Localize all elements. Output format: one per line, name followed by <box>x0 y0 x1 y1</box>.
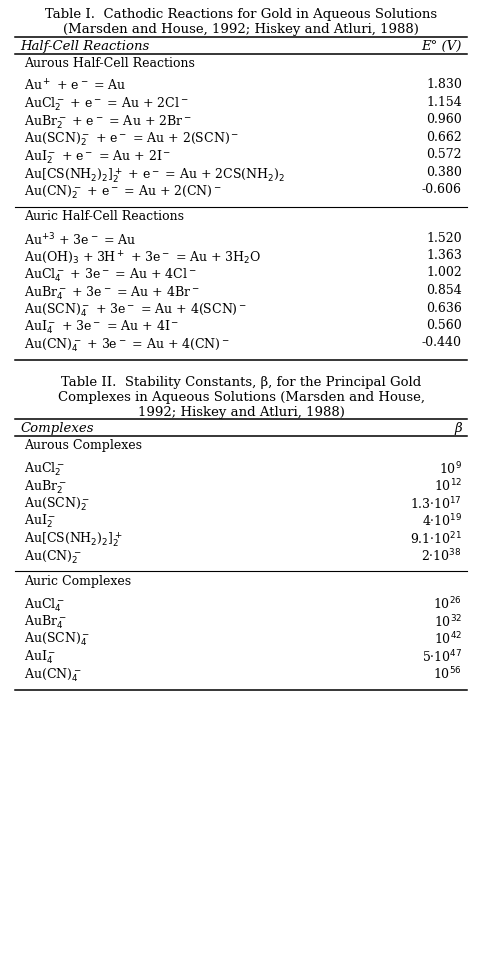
Text: Au(SCN)$_2^-$ + e$^-$ = Au + 2(SCN)$^-$: Au(SCN)$_2^-$ + e$^-$ = Au + 2(SCN)$^-$ <box>24 131 239 149</box>
Text: 10$^{56}$: 10$^{56}$ <box>433 666 462 683</box>
Text: 0.662: 0.662 <box>426 131 462 144</box>
Text: Au(CN)$_4^-$ + 3e$^-$ = Au + 4(CN)$^-$: Au(CN)$_4^-$ + 3e$^-$ = Au + 4(CN)$^-$ <box>24 336 230 354</box>
Text: AuCl$_2^-$: AuCl$_2^-$ <box>24 461 65 478</box>
Text: Auric Half-Cell Reactions: Auric Half-Cell Reactions <box>24 210 184 223</box>
Text: 0.572: 0.572 <box>427 149 462 162</box>
Text: AuBr$_4^-$ + 3e$^-$ = Au + 4Br$^-$: AuBr$_4^-$ + 3e$^-$ = Au + 4Br$^-$ <box>24 284 200 302</box>
Text: Complexes in Aqueous Solutions (Marsden and House,: Complexes in Aqueous Solutions (Marsden … <box>57 391 425 404</box>
Text: Au(CN)$_2^-$: Au(CN)$_2^-$ <box>24 548 81 565</box>
Text: Au$^{+3}$ + 3e$^-$ = Au: Au$^{+3}$ + 3e$^-$ = Au <box>24 231 136 248</box>
Text: -0.606: -0.606 <box>422 183 462 197</box>
Text: AuCl$_4^-$: AuCl$_4^-$ <box>24 596 65 613</box>
Text: 9.1·10$^{21}$: 9.1·10$^{21}$ <box>410 530 462 547</box>
Text: 4·10$^{19}$: 4·10$^{19}$ <box>422 513 462 529</box>
Text: Au(SCN)$_4^-$: Au(SCN)$_4^-$ <box>24 631 90 649</box>
Text: 1.363: 1.363 <box>426 249 462 262</box>
Text: Auric Complexes: Auric Complexes <box>24 574 131 587</box>
Text: 10$^{42}$: 10$^{42}$ <box>434 631 462 648</box>
Text: AuBr$_2^-$: AuBr$_2^-$ <box>24 478 67 496</box>
Text: Au(OH)$_3$ + 3H$^+$ + 3e$^-$ = Au + 3H$_2$O: Au(OH)$_3$ + 3H$^+$ + 3e$^-$ = Au + 3H$_… <box>24 249 261 266</box>
Text: 1.3·10$^{17}$: 1.3·10$^{17}$ <box>410 496 462 513</box>
Text: Au(SCN)$_4^-$ + 3e$^-$ = Au + 4(SCN)$^-$: Au(SCN)$_4^-$ + 3e$^-$ = Au + 4(SCN)$^-$ <box>24 302 247 319</box>
Text: Half-Cell Reactions: Half-Cell Reactions <box>20 40 149 53</box>
Text: AuCl$_4^-$ + 3e$^-$ = Au + 4Cl$^-$: AuCl$_4^-$ + 3e$^-$ = Au + 4Cl$^-$ <box>24 267 197 284</box>
Text: 0.636: 0.636 <box>426 302 462 315</box>
Text: 1.520: 1.520 <box>427 231 462 244</box>
Text: Table II.  Stability Constants, β, for the Principal Gold: Table II. Stability Constants, β, for th… <box>61 376 421 389</box>
Text: 0.560: 0.560 <box>426 319 462 332</box>
Text: Au[CS(NH$_2$)$_2$]$_2^+$: Au[CS(NH$_2$)$_2$]$_2^+$ <box>24 530 123 550</box>
Text: Au$^+$ + e$^-$ = Au: Au$^+$ + e$^-$ = Au <box>24 78 126 94</box>
Text: 1.002: 1.002 <box>426 267 462 279</box>
Text: AuI$_2^-$ + e$^-$ = Au + 2I$^-$: AuI$_2^-$ + e$^-$ = Au + 2I$^-$ <box>24 149 171 166</box>
Text: Au(CN)$_2^-$ + e$^-$ = Au + 2(CN)$^-$: Au(CN)$_2^-$ + e$^-$ = Au + 2(CN)$^-$ <box>24 183 222 201</box>
Text: AuI$_2^-$: AuI$_2^-$ <box>24 513 56 530</box>
Text: 1.830: 1.830 <box>426 78 462 91</box>
Text: 10$^{12}$: 10$^{12}$ <box>434 478 462 495</box>
Text: AuCl$_2^-$ + e$^-$ = Au + 2Cl$^-$: AuCl$_2^-$ + e$^-$ = Au + 2Cl$^-$ <box>24 96 188 114</box>
Text: AuBr$_2^-$ + e$^-$ = Au + 2Br$^-$: AuBr$_2^-$ + e$^-$ = Au + 2Br$^-$ <box>24 114 192 131</box>
Text: Complexes: Complexes <box>20 422 94 435</box>
Text: E° (V): E° (V) <box>422 40 462 53</box>
Text: 1992; Hiskey and Atluri, 1988): 1992; Hiskey and Atluri, 1988) <box>137 406 345 419</box>
Text: Au(CN)$_4^-$: Au(CN)$_4^-$ <box>24 666 81 683</box>
Text: Au[CS(NH$_2$)$_2$]$_2^+$ + e$^-$ = Au + 2CS(NH$_2$)$_2$: Au[CS(NH$_2$)$_2$]$_2^+$ + e$^-$ = Au + … <box>24 166 285 185</box>
Text: -0.440: -0.440 <box>422 336 462 350</box>
Text: Aurous Complexes: Aurous Complexes <box>24 439 142 452</box>
Text: AuI$_4^-$: AuI$_4^-$ <box>24 649 56 666</box>
Text: Au(SCN)$_2^-$: Au(SCN)$_2^-$ <box>24 496 90 513</box>
Text: 0.960: 0.960 <box>426 114 462 126</box>
Text: 0.380: 0.380 <box>426 166 462 179</box>
Text: 10$^{32}$: 10$^{32}$ <box>434 613 462 630</box>
Text: β: β <box>455 422 462 435</box>
Text: AuBr$_4^-$: AuBr$_4^-$ <box>24 613 67 631</box>
Text: AuI$_4^-$ + 3e$^-$ = Au + 4I$^-$: AuI$_4^-$ + 3e$^-$ = Au + 4I$^-$ <box>24 319 179 336</box>
Text: 1.154: 1.154 <box>426 96 462 109</box>
Text: (Marsden and House, 1992; Hiskey and Atluri, 1988): (Marsden and House, 1992; Hiskey and Atl… <box>63 23 419 36</box>
Text: Table I.  Cathodic Reactions for Gold in Aqueous Solutions: Table I. Cathodic Reactions for Gold in … <box>45 8 437 21</box>
Text: 2·10$^{38}$: 2·10$^{38}$ <box>421 548 462 564</box>
Text: 10$^9$: 10$^9$ <box>439 461 462 477</box>
Text: Aurous Half-Cell Reactions: Aurous Half-Cell Reactions <box>24 57 195 70</box>
Text: 10$^{26}$: 10$^{26}$ <box>433 596 462 612</box>
Text: 0.854: 0.854 <box>426 284 462 297</box>
Text: 5·10$^{47}$: 5·10$^{47}$ <box>422 649 462 665</box>
